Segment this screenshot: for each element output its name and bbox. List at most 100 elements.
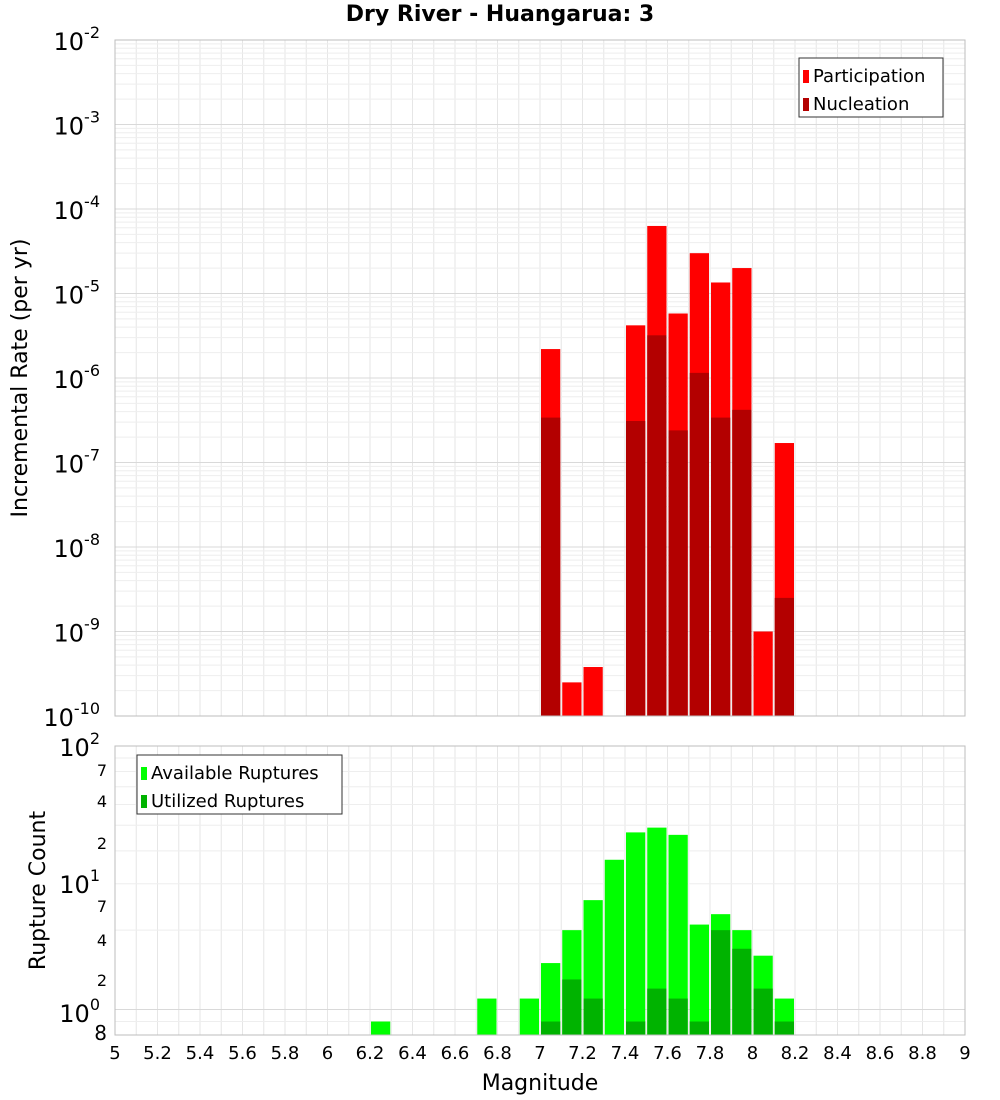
- bar-available-ruptures: [647, 827, 667, 1035]
- y-tick-label: 8: [94, 1021, 107, 1045]
- tick-base: 10: [59, 1000, 90, 1028]
- bar-nucleation: [541, 417, 561, 716]
- x-tick-label: 6: [322, 1043, 333, 1064]
- bar-utilized-ruptures: [562, 979, 582, 1035]
- x-tick-label: 8.2: [781, 1043, 810, 1064]
- bar-nucleation: [711, 417, 731, 716]
- x-tick-label: 7.8: [696, 1043, 725, 1064]
- legend-swatch: [803, 70, 809, 83]
- tick-exponent: 0: [90, 995, 100, 1014]
- legend-label: Nucleation: [813, 94, 909, 115]
- bar-utilized-ruptures: [774, 1021, 794, 1035]
- bar-available-ruptures: [604, 859, 624, 1035]
- tick-base: 10: [59, 734, 90, 762]
- bar-utilized-ruptures: [711, 930, 731, 1035]
- bar-nucleation: [668, 430, 688, 716]
- tick-base: 10: [54, 366, 85, 394]
- y-tick-label: 2: [97, 971, 107, 990]
- y-tick-label: 10-5: [54, 277, 101, 310]
- x-tick-label: 5.4: [186, 1043, 215, 1064]
- bar-utilized-ruptures: [583, 998, 603, 1035]
- tick-exponent: 1: [90, 866, 100, 885]
- y-tick-label: 4: [97, 792, 107, 811]
- x-tick-label: 6.6: [441, 1043, 470, 1064]
- bar-utilized-ruptures: [541, 1021, 561, 1035]
- tick-exponent: -4: [84, 192, 100, 211]
- tick-exponent: -9: [84, 615, 100, 634]
- bar-participation: [583, 667, 603, 716]
- y-axis-label-top: Incremental Rate (per yr): [8, 239, 33, 518]
- bar-participation: [562, 682, 582, 716]
- tick-base: 10: [54, 113, 85, 141]
- bar-nucleation: [626, 420, 646, 716]
- x-tick-label: 8.6: [866, 1043, 895, 1064]
- tick-base: 10: [59, 871, 90, 899]
- bar-nucleation: [774, 597, 794, 716]
- bar-utilized-ruptures: [647, 988, 667, 1035]
- bar-utilized-ruptures: [732, 948, 752, 1035]
- bar-available-ruptures: [519, 998, 539, 1035]
- legend-swatch: [141, 795, 147, 808]
- y-tick-label: 10-9: [54, 615, 101, 648]
- y-axis-label-bottom: Rupture Count: [26, 811, 51, 971]
- x-tick-label: 9: [959, 1043, 970, 1064]
- y-tick-label: 10-2: [54, 23, 101, 56]
- x-tick-label: 8.4: [823, 1043, 852, 1064]
- bar-participation: [753, 631, 773, 716]
- y-tick-label: 100: [59, 995, 100, 1028]
- x-tick-label: 6.4: [398, 1043, 427, 1064]
- y-tick-label: 101: [59, 866, 100, 899]
- y-tick-label: 7: [97, 897, 107, 916]
- y-tick-label: 4: [97, 931, 107, 950]
- bar-nucleation: [689, 372, 709, 716]
- x-tick-label: 6.8: [483, 1043, 512, 1064]
- tick-exponent: -8: [84, 530, 100, 549]
- x-tick-label: 5: [109, 1043, 120, 1064]
- x-tick-label: 8.8: [908, 1043, 937, 1064]
- tick-exponent: -3: [84, 108, 100, 127]
- bar-nucleation: [732, 409, 752, 716]
- tick-base: 10: [43, 704, 74, 732]
- bar-utilized-ruptures: [753, 988, 773, 1035]
- tick-exponent: -2: [84, 23, 100, 42]
- bar-utilized-ruptures: [689, 1021, 709, 1035]
- tick-base: 10: [54, 28, 85, 56]
- bar-available-ruptures: [668, 834, 688, 1035]
- y-tick-label: 10-6: [54, 361, 101, 394]
- x-tick-label: 5.8: [271, 1043, 300, 1064]
- x-tick-label: 7: [534, 1043, 545, 1064]
- tick-base: 10: [54, 535, 85, 563]
- bar-available-ruptures: [371, 1021, 391, 1035]
- legend-box: [136, 754, 343, 815]
- bar-available-ruptures: [626, 832, 646, 1035]
- bar-available-ruptures: [477, 998, 497, 1035]
- bar-available-ruptures: [689, 924, 709, 1035]
- legend-label: Participation: [813, 66, 925, 87]
- x-axis-label: Magnitude: [482, 1071, 599, 1096]
- x-tick-label: 5.2: [143, 1043, 172, 1064]
- y-tick-label: 10-8: [54, 530, 101, 563]
- x-tick-label: 8: [747, 1043, 758, 1064]
- x-tick-label: 7.2: [568, 1043, 597, 1064]
- y-tick-label: 10-4: [54, 192, 101, 225]
- legend-box: [798, 57, 944, 118]
- legend-top: Participation Nucleation: [798, 57, 944, 118]
- tick-base: 10: [54, 451, 85, 479]
- tick-exponent: -5: [84, 277, 100, 296]
- bar-utilized-ruptures: [668, 998, 688, 1035]
- legend-label: Utilized Ruptures: [151, 791, 304, 812]
- tick-base: 10: [54, 282, 85, 310]
- tick-base: 10: [54, 197, 85, 225]
- tick-exponent: -10: [74, 699, 100, 718]
- legend-label: Available Ruptures: [151, 763, 319, 784]
- legend-swatch: [141, 767, 147, 780]
- bar-available-ruptures: [541, 963, 561, 1035]
- y-tick-label: 7: [97, 761, 107, 780]
- chart-title: Dry River - Huangarua: 3: [345, 2, 655, 27]
- plot-frame-top: [114, 39, 966, 717]
- tick-exponent: 2: [90, 729, 100, 748]
- x-tick-label: 5.6: [228, 1043, 257, 1064]
- tick-exponent: -6: [84, 361, 100, 380]
- y-tick-label: 10-10: [43, 699, 100, 732]
